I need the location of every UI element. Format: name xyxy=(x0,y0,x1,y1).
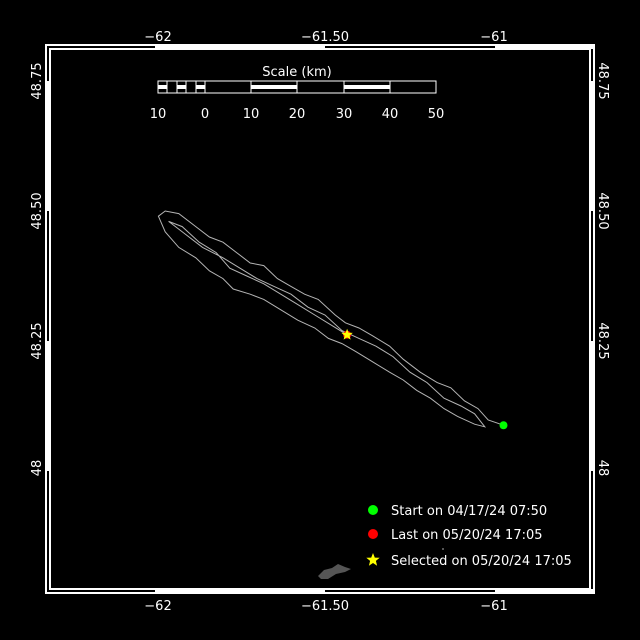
legend-last-label: Last on 05/20/24 17:05 xyxy=(391,528,543,543)
lat-label-right: 48.50 xyxy=(595,192,610,229)
frame-bar-segment xyxy=(46,341,50,471)
lon-label-bottom: −61 xyxy=(480,599,507,614)
scale-label: 10 xyxy=(243,107,260,122)
frame-bar-segment xyxy=(590,81,594,211)
lat-label-left: 48.50 xyxy=(30,192,45,229)
lon-label-bottom: −62 xyxy=(144,599,171,614)
frame-bar-segment xyxy=(46,81,50,211)
scale-label: 40 xyxy=(382,107,399,122)
lat-label-left: 48 xyxy=(30,460,45,477)
legend-start-label: Start on 04/17/24 07:50 xyxy=(391,504,547,519)
lat-label-left: 48.75 xyxy=(30,62,45,99)
frame-bar-segment xyxy=(495,589,594,593)
lat-label-right: 48 xyxy=(595,460,610,477)
legend-last-dot-icon xyxy=(368,529,378,539)
selected-star-marker[interactable] xyxy=(341,328,353,340)
scale-title: Scale (km) xyxy=(262,65,331,80)
start-marker[interactable] xyxy=(499,421,508,430)
lon-label-top: −61 xyxy=(480,30,507,45)
scale-label: 0 xyxy=(201,107,209,122)
frame-bar-segment xyxy=(155,589,325,593)
scale-bar: Scale (km) 10 0 10 20 30 40 50 xyxy=(150,65,445,122)
lon-label-bottom: −61.50 xyxy=(301,599,349,614)
scale-label: 50 xyxy=(428,107,445,122)
scale-label: 10 xyxy=(150,107,167,122)
frame-graticule-bars xyxy=(46,45,594,593)
lat-label-right: 48.25 xyxy=(595,322,610,359)
legend-selected-label: Selected on 05/20/24 17:05 xyxy=(391,554,572,569)
scale-label: 20 xyxy=(289,107,306,122)
land-island xyxy=(318,564,351,579)
frame-bar-segment xyxy=(155,45,325,49)
frame-bar-segment xyxy=(590,341,594,471)
lon-label-top: −61.50 xyxy=(301,30,349,45)
legend: Start on 04/17/24 07:50 Last on 05/20/24… xyxy=(366,504,572,569)
frame-bar-segment xyxy=(495,45,594,49)
land-islet xyxy=(442,548,444,550)
lat-label-right: 48.75 xyxy=(595,62,610,99)
drift-track xyxy=(157,210,504,428)
legend-start-dot-icon xyxy=(368,505,378,515)
lat-label-left: 48.25 xyxy=(30,322,45,359)
scale-label: 30 xyxy=(336,107,353,122)
lon-label-top: −62 xyxy=(144,30,171,45)
legend-star-icon xyxy=(366,553,380,566)
